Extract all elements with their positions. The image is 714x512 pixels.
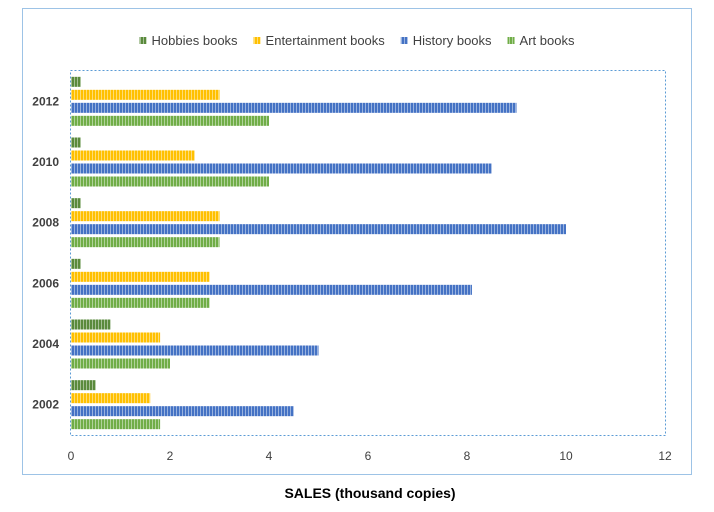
legend-swatch-entertainment-books [253,37,261,44]
bar-art-books-2002 [71,419,161,430]
bar-entertainment-books-2006 [71,271,210,282]
bar-art-books-2004 [71,358,170,369]
category-label-2012: 2012 [32,94,59,108]
legend-label-hobbies-books: Hobbies books [152,33,238,48]
bar-entertainment-books-2012 [71,89,220,100]
category-labels: 2002 2004 2006 2008 2010 2012 [32,94,59,411]
category-label-2002: 2002 [32,398,59,412]
plot-area [70,70,666,436]
bar-history-books-2010 [71,163,492,174]
bar-history-books-2004 [71,345,319,356]
bar-hobbies-books-2008 [71,198,81,209]
bar-art-books-2010 [71,176,269,187]
bar-hobbies-books-2012 [71,76,81,87]
bar-entertainment-books-2004 [71,332,161,343]
x-axis-label: SALES (thousand copies) [284,485,455,501]
bar-entertainment-books-2008 [71,211,220,222]
x-tick-label-12: 12 [658,449,672,463]
bar-hobbies-books-2010 [71,137,81,148]
bar-history-books-2008 [71,224,566,235]
category-label-2006: 2006 [32,276,59,290]
bar-hobbies-books-2002 [71,380,96,391]
bar-entertainment-books-2002 [71,393,151,404]
bar-art-books-2006 [71,297,210,308]
legend: Hobbies books Entertainment books History … [139,33,575,48]
bar-history-books-2006 [71,284,472,295]
bar-art-books-2008 [71,237,220,248]
x-tick-label-0: 0 [68,449,75,463]
legend-label-art-books: Art books [520,33,575,48]
legend-label-entertainment-books: Entertainment books [266,33,386,48]
bar-history-books-2002 [71,406,294,417]
legend-swatch-art-books [507,37,515,44]
legend-swatch-history-books [400,37,408,44]
category-label-2004: 2004 [32,337,59,351]
bar-hobbies-books-2006 [71,258,81,269]
x-tick-label-4: 4 [266,449,273,463]
category-label-2010: 2010 [32,155,59,169]
x-tick-label-10: 10 [559,449,573,463]
bar-hobbies-books-2004 [71,319,111,330]
legend-swatch-hobbies-books [139,37,147,44]
legend-label-history-books: History books [413,33,492,48]
x-tick-label-8: 8 [464,449,471,463]
bar-entertainment-books-2010 [71,150,195,161]
x-tick-label-2: 2 [167,449,174,463]
bar-history-books-2012 [71,102,517,113]
bars [71,76,566,430]
x-axis-ticks: 0 2 4 6 8 10 12 [68,449,672,463]
bar-art-books-2012 [71,115,269,126]
x-tick-label-6: 6 [365,449,372,463]
category-label-2008: 2008 [32,216,59,230]
